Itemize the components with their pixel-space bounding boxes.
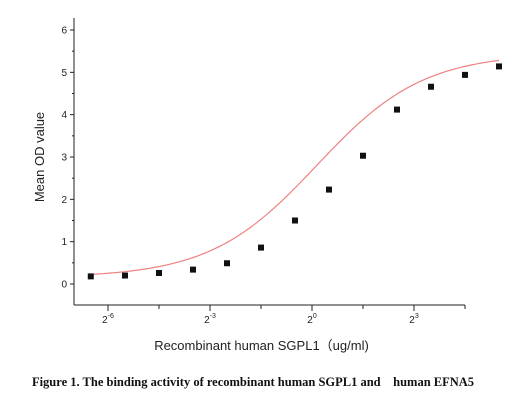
data-point (461, 71, 468, 78)
data-point (258, 244, 265, 251)
data-point (224, 260, 231, 267)
fit-curve (90, 59, 500, 276)
data-point (156, 269, 163, 276)
data-point (495, 63, 502, 70)
y-axis-title: Mean OD value (32, 112, 47, 202)
x-tick-label: 2-3 (204, 313, 216, 326)
y-tick-label: 5 (61, 68, 67, 79)
y-tick-label: 3 (61, 153, 67, 164)
x-axis-title: Recombinant human SGPL1（ug/ml) (154, 338, 369, 353)
y-tick-label: 4 (61, 110, 67, 121)
y-tick-label: 1 (61, 237, 67, 248)
y-tick-label: 6 (61, 26, 67, 37)
data-point (122, 272, 129, 279)
data-point (190, 266, 197, 273)
data-point (427, 83, 434, 90)
data-point (359, 152, 366, 159)
data-point (325, 186, 332, 193)
figure-caption: Figure 1. The binding activity of recomb… (31, 375, 475, 389)
x-tick-label: 20 (307, 313, 317, 326)
data-point (291, 217, 298, 224)
x-tick-label: 2-6 (102, 313, 114, 326)
data-point (394, 106, 401, 113)
y-tick-label: 2 (61, 195, 67, 206)
data-point (87, 273, 94, 280)
y-tick-label: 0 (61, 280, 67, 291)
x-tick-label: 23 (409, 313, 419, 326)
